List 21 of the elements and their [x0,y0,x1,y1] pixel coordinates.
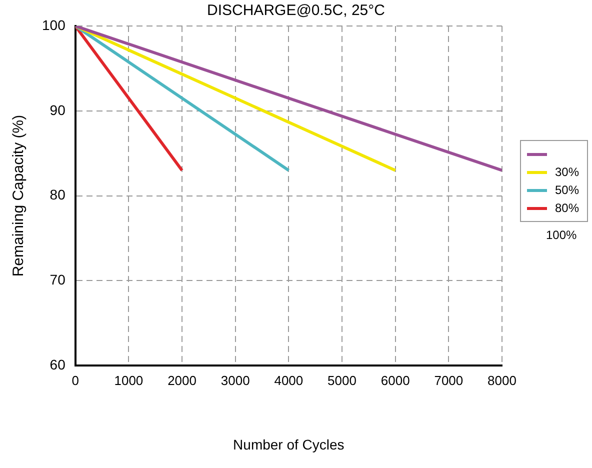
legend-label: 30% [555,165,580,179]
chart-title: DISCHARGE@0.5C, 25°C [207,2,385,19]
y-tick-label: 90 [50,102,66,118]
x-tick-label: 2000 [168,372,196,388]
x-tick-label: 5000 [328,372,356,388]
x-tick-label: 8000 [488,372,516,388]
y-tick-label: 70 [50,272,66,288]
x-tick-label: 0 [72,372,79,388]
x-tick-label: 6000 [380,372,410,388]
y-axis-title: Remaining Capacity (%) [10,114,28,277]
legend-label: 50% [555,183,580,197]
y-tick-label: 100 [42,16,66,33]
x-tick-label: 7000 [434,372,464,388]
x-axis-title: Number of Cycles [233,436,344,452]
y-tick-label: 60 [50,356,66,372]
x-tick-label: 3000 [220,372,250,388]
text: 100% [546,228,577,242]
y-tick-label: 80 [50,186,66,203]
x-tick-label: 1000 [114,372,144,388]
legend-label: 80% [555,201,580,215]
x-tick-label: 4000 [274,372,304,388]
